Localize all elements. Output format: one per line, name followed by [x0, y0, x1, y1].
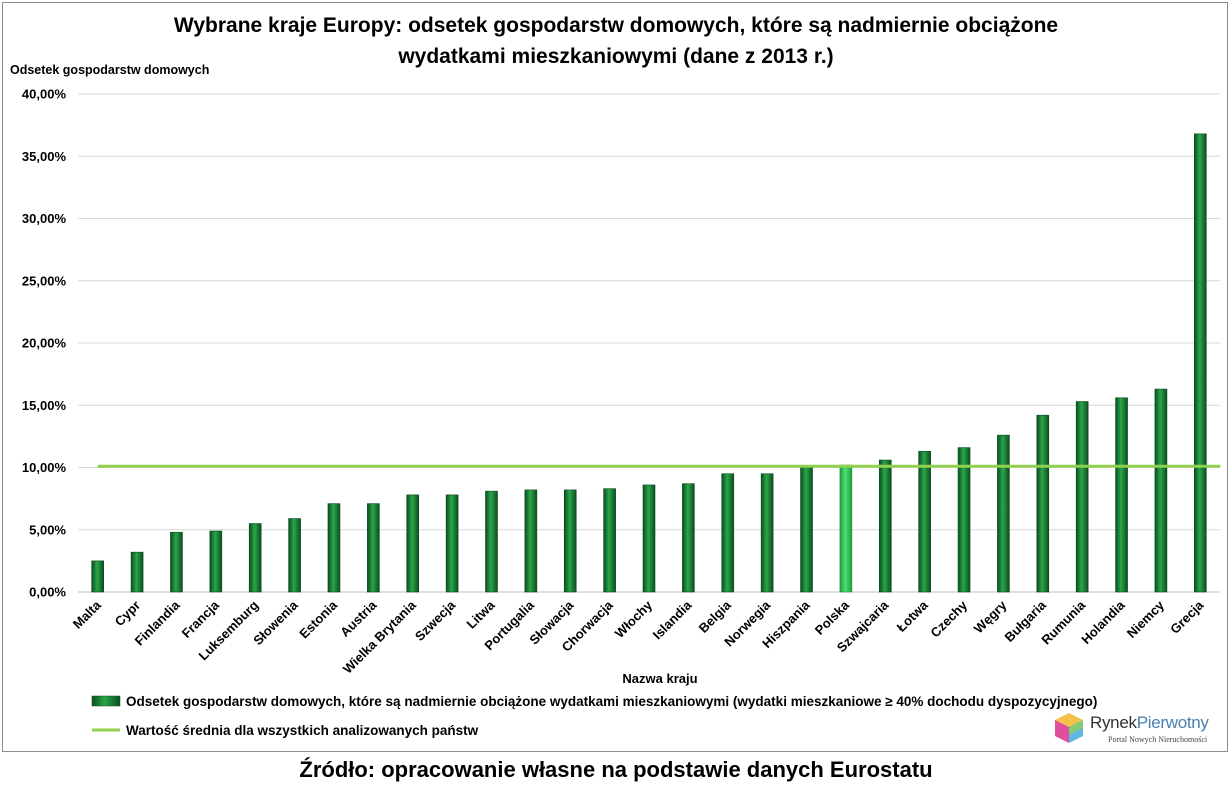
x-tick-label: Łotwa	[894, 597, 932, 635]
bar-norwegia	[760, 473, 774, 593]
bar-włochy	[642, 484, 656, 593]
x-tick-label: Szwecja	[412, 597, 459, 644]
bar-malta	[91, 560, 104, 593]
bar-szwecja	[445, 494, 459, 593]
bar-łotwa	[918, 451, 931, 593]
logo-cube-icon	[1055, 713, 1083, 743]
x-tick-label: Czechy	[927, 597, 970, 640]
bar-bułgaria	[1036, 414, 1050, 593]
x-tick-label: Litwa	[463, 597, 498, 632]
legend-mean-label: Wartość średnia dla wszystkich analizowa…	[126, 723, 479, 738]
x-tick-label: Belgia	[696, 597, 735, 636]
y-tick-label: 10,00%	[22, 460, 67, 475]
bar-belgia	[721, 473, 735, 593]
chart-frame	[2, 2, 1228, 752]
y-tick-label: 5,00%	[29, 522, 66, 537]
legend-bar-label: Odsetek gospodarstw domowych, które są n…	[126, 694, 1097, 709]
bar-niemcy	[1154, 388, 1168, 593]
bars	[91, 133, 1207, 593]
y-tick-label: 35,00%	[22, 149, 67, 164]
bar-szwajcaria	[878, 459, 892, 593]
bar-słowacja	[563, 489, 577, 593]
bar-grecja	[1194, 133, 1207, 593]
x-tick-label: Holandia	[1078, 597, 1128, 647]
x-tick-label: Słowenia	[250, 597, 301, 648]
y-tick-label: 20,00%	[22, 336, 67, 351]
bar-litwa	[485, 490, 498, 593]
x-tick-label: Estonia	[296, 597, 340, 641]
x-tick-label: Grecja	[1167, 597, 1207, 637]
bar-luksemburg	[248, 523, 262, 593]
bar-portugalia	[524, 489, 538, 593]
chart-title-line-2: wydatkami mieszkaniowymi (dane z 2013 r.…	[397, 45, 833, 68]
legend-bar-swatch	[91, 695, 121, 707]
rynekpierwotny-logo: RynekPierwotny Portal Nowych Nieruchomoś…	[1052, 711, 1222, 747]
y-tick-label: 25,00%	[22, 273, 67, 288]
y-tick-labels: 0,00% 5,00% 10,00% 15,00% 20,00% 25,00% 30,00%…	[22, 87, 67, 600]
bar-islandia	[682, 483, 695, 593]
y-tick-label: 30,00%	[22, 211, 67, 226]
chart-title-line-1: Wybrane kraje Europy: odsetek gospodarst…	[174, 14, 1058, 37]
logo-name: RynekPierwotny	[1090, 713, 1209, 733]
bar-rumunia	[1075, 401, 1089, 593]
x-tick-label: Cypr	[112, 598, 144, 630]
bar-francja	[209, 530, 223, 593]
bar-wielka-brytania	[406, 494, 420, 593]
y-tick-label: 40,00%	[22, 87, 67, 102]
bar-estonia	[327, 503, 341, 593]
bar-austria	[367, 503, 380, 593]
bar-holandia	[1115, 397, 1128, 593]
y-tick-label: 0,00%	[29, 585, 66, 600]
y-axis-label: Odsetek gospodarstw domowych	[10, 63, 209, 77]
x-tick-label: Islandia	[650, 597, 695, 642]
bar-słowenia	[288, 518, 301, 593]
bar-cypr	[130, 551, 144, 593]
x-tick-label: Malta	[70, 597, 105, 632]
bar-hiszpania	[800, 465, 813, 593]
y-tick-label: 15,00%	[22, 398, 67, 413]
x-axis-label: Nazwa kraju	[622, 671, 697, 686]
source-caption: Źródło: opracowanie własne na podstawie …	[299, 757, 933, 782]
x-tick-label: Niemcy	[1124, 597, 1168, 641]
bar-finlandia	[170, 531, 183, 593]
x-tick-label: Wielka Brytania	[340, 597, 420, 677]
x-tick-labels: Malta CyprFinlandiaFrancjaLuksemburgSłowe…	[70, 597, 1207, 677]
bar-chorwacja	[603, 488, 616, 593]
logo-name-part2: Pierwotny	[1136, 713, 1209, 732]
bar-węgry	[997, 434, 1010, 593]
logo-name-part1: Rynek	[1090, 713, 1137, 732]
bar-polska	[839, 464, 853, 593]
gridlines	[78, 93, 1220, 593]
logo-tagline: Portal Nowych Nieruchomości	[1108, 735, 1208, 744]
x-tick-label: Włochy	[612, 597, 656, 641]
bar-czechy	[957, 447, 971, 593]
